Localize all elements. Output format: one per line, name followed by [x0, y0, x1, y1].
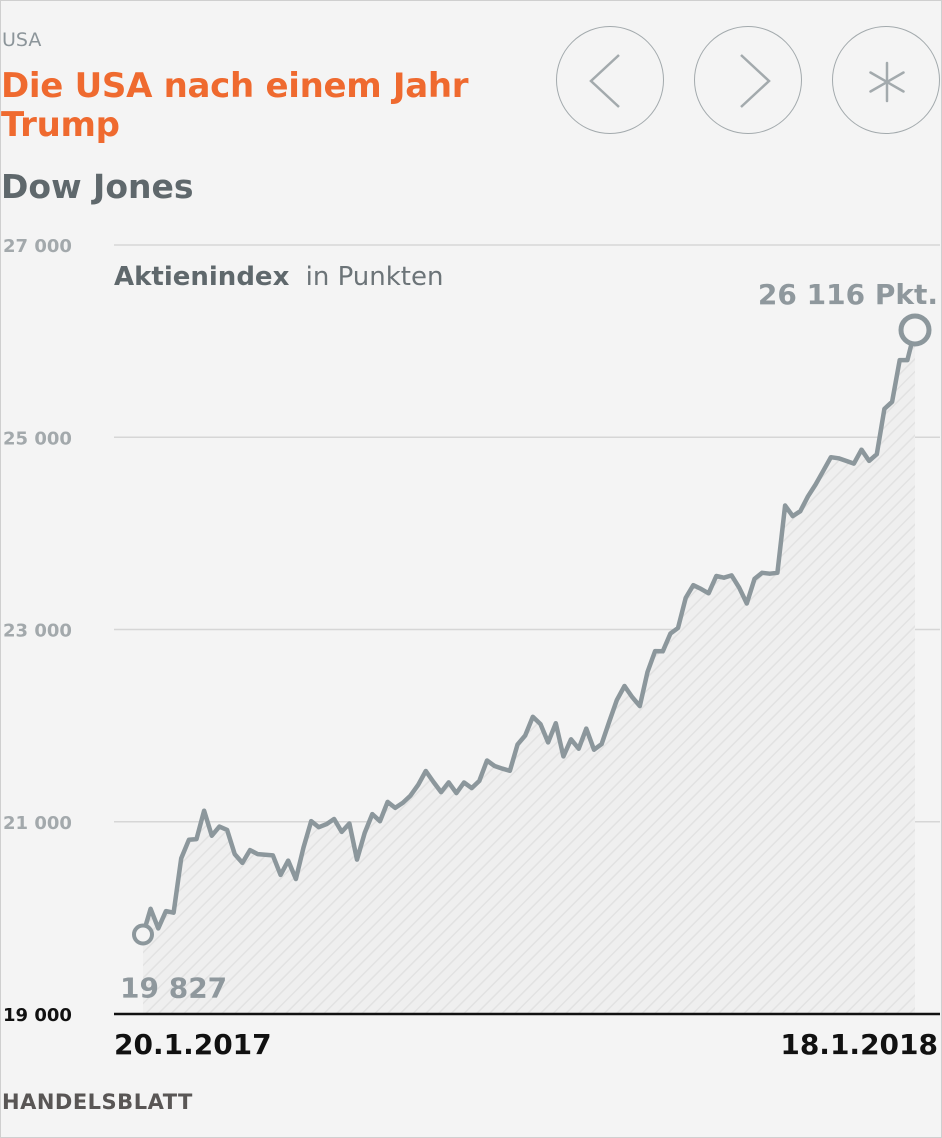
chevron-right-icon	[740, 54, 771, 108]
chart-subtitle: Dow Jones	[1, 167, 194, 206]
handelsblatt-logo: HANDELSBLATT	[2, 1090, 193, 1114]
x-end-date-label: 18.1.2018	[780, 1028, 938, 1061]
unit-label-rest: in Punkten	[306, 262, 444, 292]
previous-button[interactable]	[556, 26, 664, 134]
headline: Die USA nach einem Jahr Trump	[1, 66, 469, 145]
y-tick-label: 21 000	[3, 813, 72, 834]
x-start-date-label: 20.1.2017	[114, 1028, 272, 1061]
series-line	[140, 327, 918, 937]
y-tick-label: 23 000	[3, 621, 72, 642]
next-button[interactable]	[694, 26, 802, 134]
y-tick-label: 27 000	[3, 236, 72, 257]
overview-button[interactable]	[832, 26, 940, 134]
asterisk-icon	[869, 61, 905, 103]
end-point-marker	[898, 313, 932, 347]
start-value-label: 19 827	[120, 972, 227, 1005]
area-fill	[143, 330, 915, 1014]
start-point-marker	[132, 923, 154, 946]
y-tick-label: 19 000	[3, 1005, 72, 1026]
chevron-left-icon	[589, 54, 620, 108]
end-value-label: 26 116 Pkt.	[758, 278, 938, 311]
kicker: USA	[2, 29, 42, 51]
y-axis-unit-label: Aktienindex in Punkten	[114, 262, 443, 292]
y-axis-labels: 19 000 21 000 23 000 25 000 27 000	[3, 236, 72, 1026]
y-tick-label: 25 000	[3, 428, 72, 449]
unit-label-bold: Aktienindex	[114, 262, 290, 292]
